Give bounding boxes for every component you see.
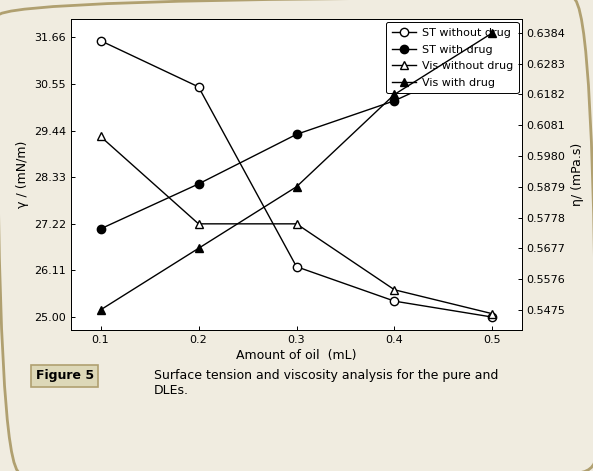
ST with drug <box>293 131 300 137</box>
Legend: ST without drug, ST with drug, Vis without drug, Vis with drug: ST without drug, ST with drug, Vis witho… <box>386 22 518 93</box>
X-axis label: Amount of oil  (mL): Amount of oil (mL) <box>236 349 357 362</box>
Line: Vis without drug: Vis without drug <box>97 132 496 318</box>
Text: Surface tension and viscosity analysis for the pure and
DLEs.: Surface tension and viscosity analysis f… <box>154 369 499 397</box>
ST without drug <box>97 38 104 43</box>
Vis without drug <box>97 134 104 139</box>
ST with drug <box>97 226 104 232</box>
Vis without drug <box>195 221 202 227</box>
ST with drug <box>391 98 398 104</box>
Vis with drug <box>391 91 398 97</box>
Text: Figure 5: Figure 5 <box>36 369 94 382</box>
ST without drug <box>293 264 300 269</box>
ST with drug <box>195 181 202 187</box>
Vis with drug <box>489 30 496 36</box>
Vis with drug <box>195 245 202 251</box>
Y-axis label: γ / (mN/m): γ / (mN/m) <box>15 140 28 208</box>
ST with drug <box>489 53 496 58</box>
Line: ST with drug: ST with drug <box>97 52 496 233</box>
Vis with drug <box>97 307 104 313</box>
ST without drug <box>391 298 398 304</box>
ST without drug <box>489 314 496 320</box>
Vis without drug <box>391 287 398 292</box>
Y-axis label: η/ (mPa.s): η/ (mPa.s) <box>571 143 584 206</box>
ST without drug <box>195 84 202 89</box>
Line: Vis with drug: Vis with drug <box>97 29 496 314</box>
Line: ST without drug: ST without drug <box>97 37 496 321</box>
Vis without drug <box>489 311 496 317</box>
Vis without drug <box>293 221 300 227</box>
Vis with drug <box>293 184 300 190</box>
